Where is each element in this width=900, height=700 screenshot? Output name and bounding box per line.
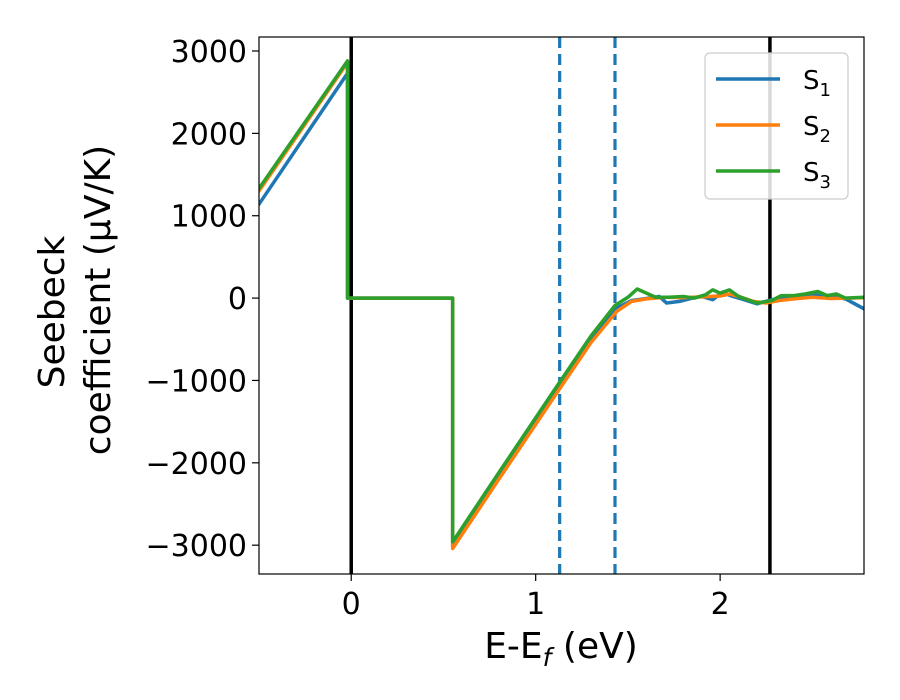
- x-axis-label-unit: (eV): [551, 626, 637, 667]
- x-axis-label: E-Ef (eV): [484, 626, 638, 672]
- x-tick-label: 1: [526, 587, 545, 622]
- series-line-s3: [259, 59, 864, 544]
- y-tick-label: 3000: [171, 35, 247, 70]
- x-axis: 0 1 2: [342, 574, 730, 622]
- y-tick-label: 0: [228, 282, 247, 317]
- y-axis: 3000 2000 1000 0 −1000 −2000 −3000: [146, 35, 259, 564]
- legend-label-s3: S3: [803, 158, 831, 193]
- legend-label-s2: S2: [803, 112, 831, 147]
- x-tick-label: 0: [342, 587, 361, 622]
- legend-label-s1: S1: [803, 66, 831, 101]
- legend: S1 S2 S3: [704, 52, 849, 200]
- y-tick-label: 2000: [171, 117, 247, 152]
- plot-frame: [258, 36, 865, 575]
- series-lines: [259, 59, 864, 551]
- x-tick-label: 2: [711, 587, 730, 622]
- y-tick-label: 1000: [171, 200, 247, 235]
- y-tick-label: −2000: [146, 447, 247, 482]
- y-tick-label: −1000: [146, 364, 247, 399]
- y-axis-label-line2: coefficient (μV/K): [78, 145, 119, 455]
- y-tick-label: −3000: [146, 529, 247, 564]
- x-axis-label-main: E-E: [484, 626, 542, 667]
- y-axis-label-line1: Seebeck: [32, 235, 73, 388]
